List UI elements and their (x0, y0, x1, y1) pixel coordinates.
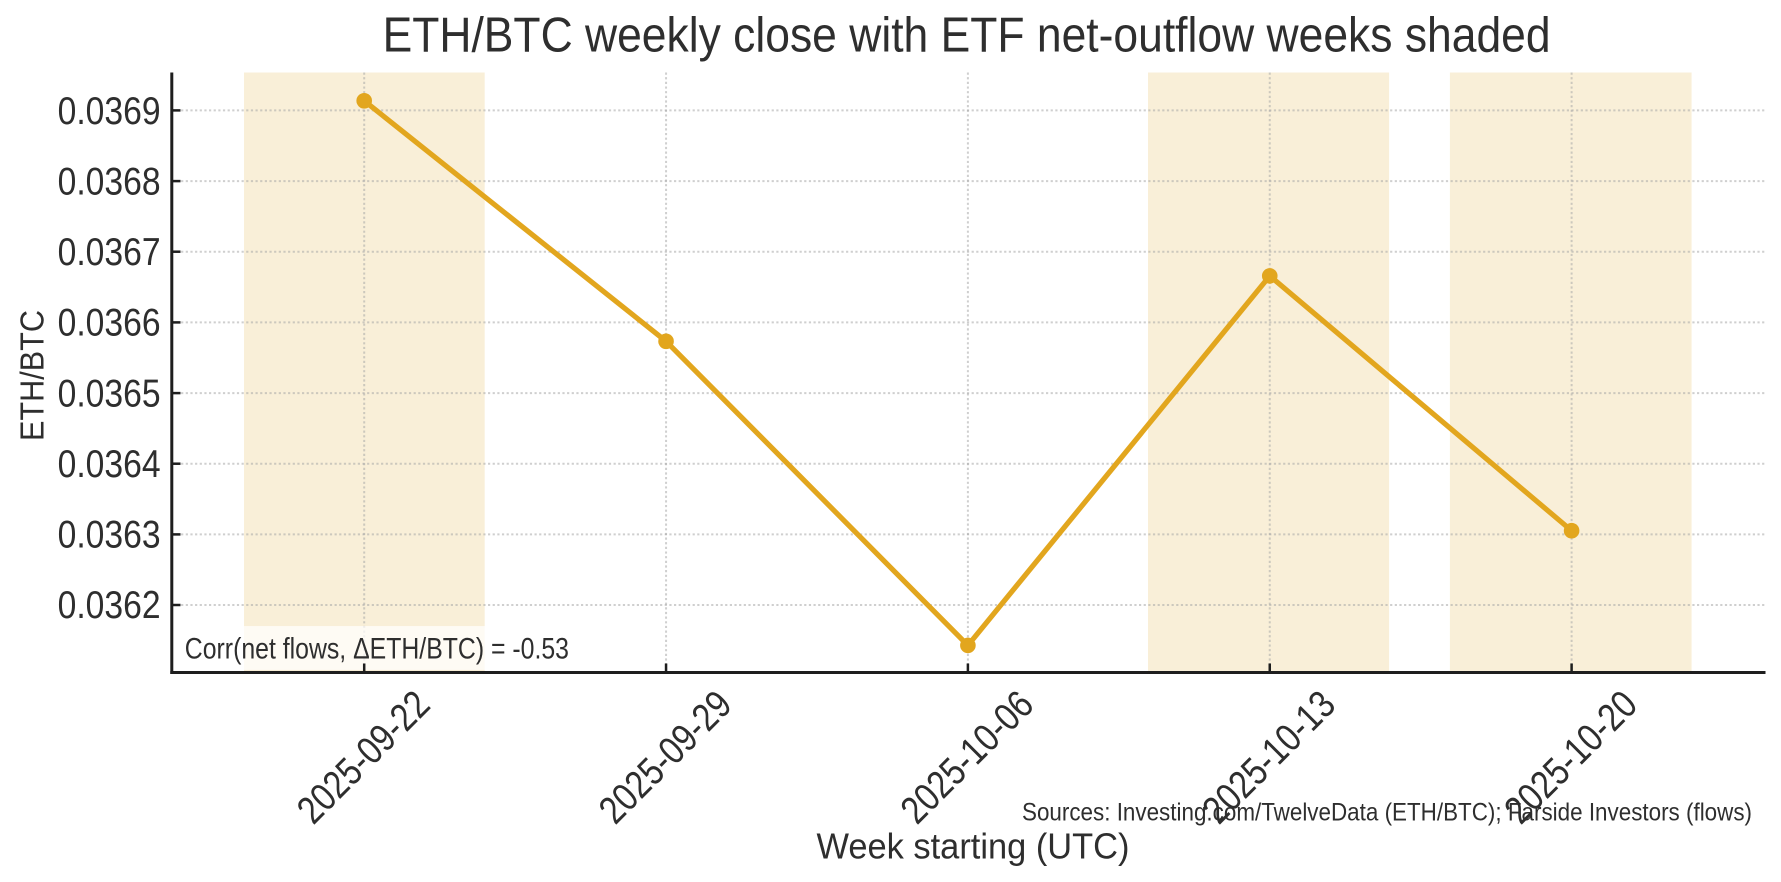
svg-text:Corr(net flows, ΔETH/BTC) = -0: Corr(net flows, ΔETH/BTC) = -0.53 (185, 633, 569, 666)
svg-text:Sources: Investing.com/TwelveD: Sources: Investing.com/TwelveData (ETH/B… (1022, 799, 1752, 827)
svg-text:ETH/BTC: ETH/BTC (13, 310, 50, 441)
svg-text:0.0362: 0.0362 (58, 584, 161, 627)
svg-text:0.0364: 0.0364 (58, 443, 161, 486)
svg-text:ETH/BTC weekly close with ETF: ETH/BTC weekly close with ETF net-outflo… (383, 9, 1551, 63)
svg-text:0.0366: 0.0366 (58, 302, 161, 345)
svg-text:0.0363: 0.0363 (58, 514, 161, 557)
svg-text:0.0365: 0.0365 (58, 372, 161, 415)
svg-text:0.0368: 0.0368 (58, 161, 161, 204)
svg-text:0.0369: 0.0369 (58, 90, 161, 133)
svg-text:0.0367: 0.0367 (58, 231, 161, 274)
svg-text:Week starting (UTC): Week starting (UTC) (817, 826, 1130, 867)
